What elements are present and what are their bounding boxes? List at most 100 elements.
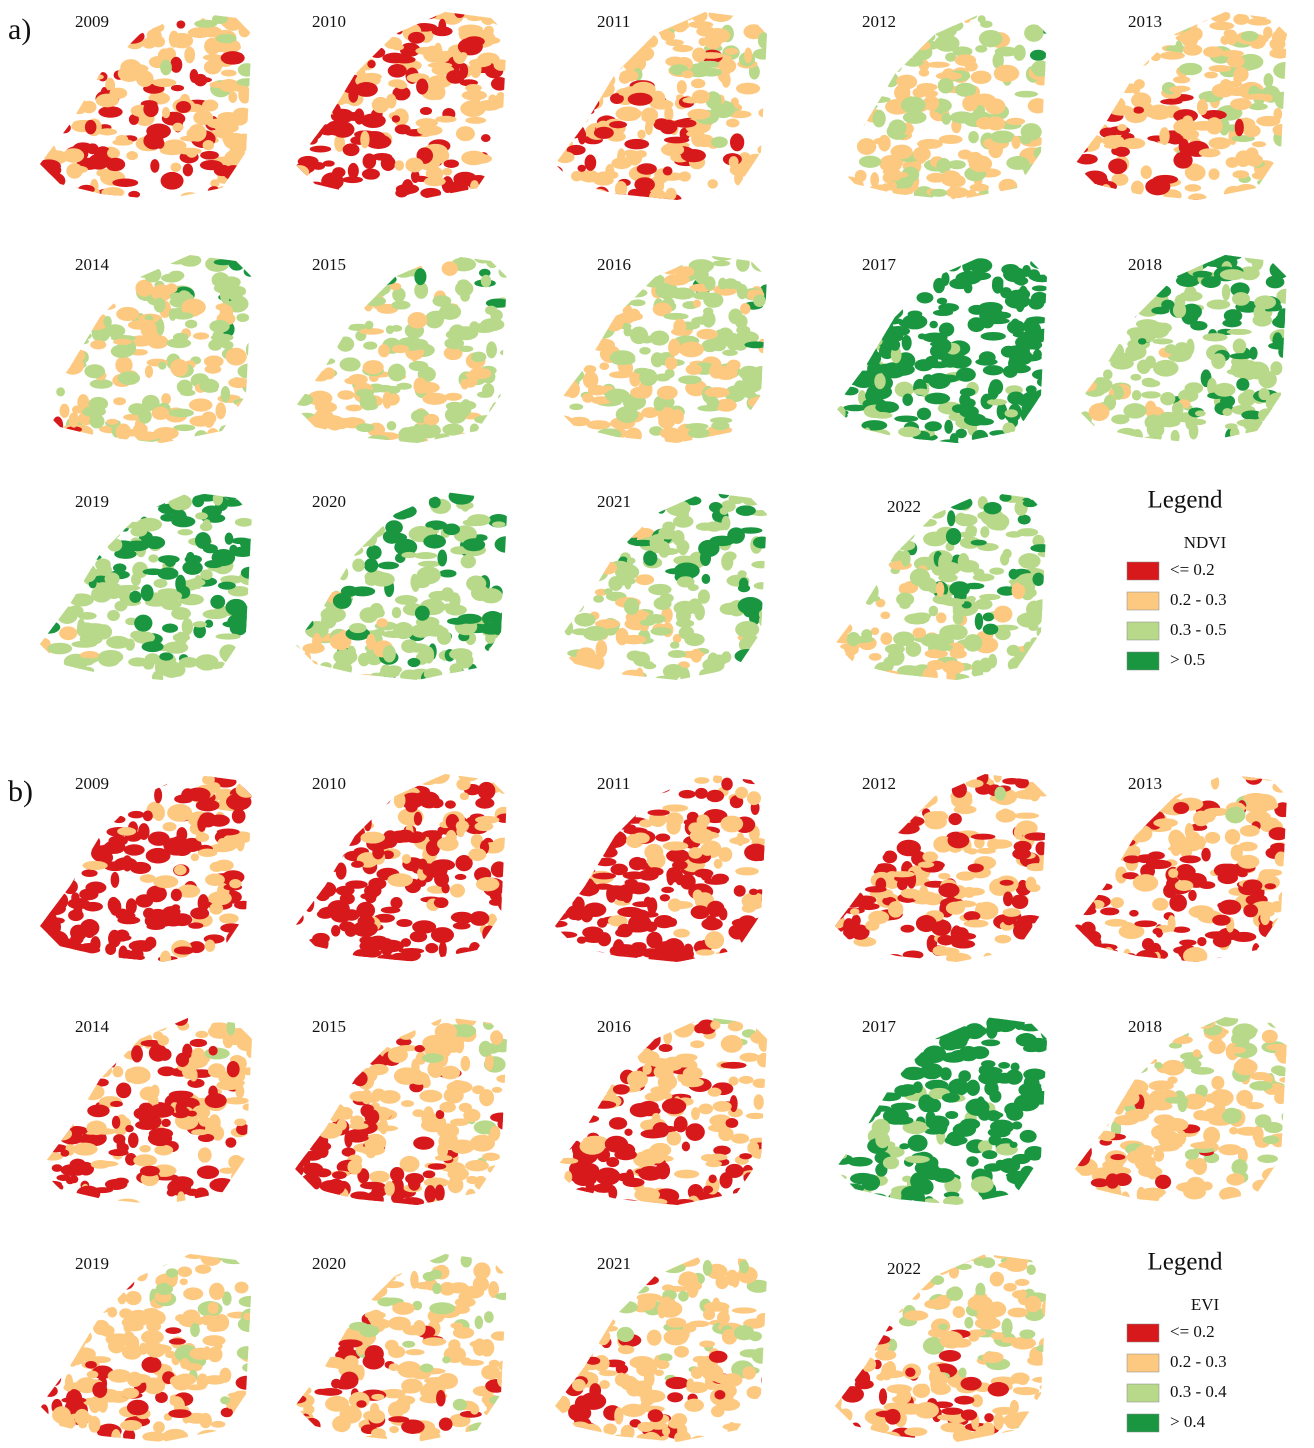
- map-patch: [840, 130, 849, 148]
- map-patch: [616, 837, 624, 843]
- map-patch: [1031, 60, 1050, 76]
- map-patch: [90, 1043, 100, 1056]
- map-patch: [1077, 807, 1098, 824]
- map-patch: [678, 375, 702, 384]
- map-patch: [1075, 88, 1092, 97]
- map-patch: [412, 1109, 424, 1117]
- map-patch: [1276, 407, 1292, 425]
- map-patch: [66, 1177, 74, 1184]
- map-patch: [843, 836, 857, 853]
- map-patch: [1035, 781, 1051, 797]
- map-patch: [42, 776, 65, 792]
- map-patch: [949, 581, 970, 596]
- map-patch: [600, 193, 619, 202]
- map-patch: [1235, 119, 1244, 137]
- map-patch: [109, 1013, 130, 1025]
- map-patch: [311, 565, 336, 575]
- map-patch: [830, 818, 854, 826]
- map-patch: [1086, 793, 1107, 806]
- map-patch: [383, 1013, 404, 1030]
- map-patch: [958, 149, 972, 159]
- map-patch: [316, 539, 333, 552]
- map-patch: [1011, 895, 1028, 909]
- map-patch: [478, 782, 496, 800]
- map-patch: [174, 865, 187, 876]
- map-patch: [77, 285, 97, 300]
- map-patch: [935, 644, 953, 651]
- map-patch: [228, 255, 245, 271]
- map-patch: [559, 181, 572, 189]
- map-patch: [880, 534, 903, 544]
- map-patch: [401, 552, 417, 558]
- map-patch: [548, 295, 564, 313]
- map-patch: [1002, 422, 1015, 434]
- map-patch: [465, 1189, 476, 1206]
- map-patch: [89, 397, 109, 411]
- map-patch: [437, 837, 459, 851]
- map-patch: [1084, 100, 1103, 114]
- map-patch: [735, 189, 761, 206]
- map-patch: [557, 790, 576, 801]
- map-patch: [962, 96, 978, 112]
- map-patch: [51, 673, 67, 686]
- map-patch: [711, 421, 729, 430]
- map-patch: [1015, 91, 1039, 98]
- map-patch: [363, 341, 377, 349]
- map-patch: [53, 832, 74, 845]
- legend-swatch: [1127, 622, 1159, 640]
- map-patch: [1070, 377, 1082, 384]
- map-patch: [172, 123, 183, 132]
- map-patch: [191, 1129, 208, 1135]
- map-patch: [332, 1053, 343, 1070]
- map-raster: [543, 766, 776, 967]
- legend-swatch: [1127, 562, 1159, 580]
- map-patch: [69, 412, 79, 427]
- map-patch: [302, 796, 320, 813]
- map-patch: [1070, 109, 1096, 117]
- map-patch: [987, 838, 1001, 849]
- map-patch: [107, 771, 127, 782]
- map-patch: [1227, 369, 1247, 375]
- map-patch: [490, 1126, 500, 1141]
- map-patch: [329, 1046, 353, 1054]
- map-patch: [881, 287, 896, 293]
- map-patch: [721, 778, 732, 791]
- map-patch: [128, 191, 140, 198]
- map-patch: [644, 661, 654, 669]
- map-patch: [586, 59, 601, 74]
- map-patch: [355, 799, 378, 809]
- map-patch: [423, 1170, 436, 1178]
- map-patch: [874, 67, 885, 83]
- map-patch: [607, 55, 625, 71]
- map-patch: [350, 539, 371, 547]
- map-patch: [582, 794, 597, 812]
- map-patch: [702, 574, 711, 584]
- map-patch: [145, 536, 166, 549]
- map-patch: [129, 591, 141, 603]
- map-patch: [616, 406, 639, 423]
- map-patch: [913, 389, 929, 395]
- map-patch: [186, 787, 210, 801]
- map-patch: [1000, 880, 1014, 886]
- map-patch: [1037, 916, 1056, 932]
- map-patch: [660, 894, 670, 901]
- map-patch: [30, 423, 50, 435]
- map-patch: [210, 595, 225, 609]
- map-patch: [316, 81, 334, 90]
- map-patch: [605, 389, 630, 403]
- year-label: 2020: [312, 492, 346, 511]
- map-patch: [1211, 353, 1226, 369]
- map-patch: [364, 1134, 386, 1152]
- map-patch: [442, 423, 463, 435]
- map-patch: [105, 943, 116, 955]
- map-patch: [751, 561, 771, 568]
- map-patch: [379, 506, 404, 516]
- map-patch: [205, 873, 225, 886]
- map-patch: [338, 1054, 348, 1067]
- map-patch: [190, 1039, 207, 1047]
- map-patch: [312, 933, 330, 944]
- map-patch: [751, 255, 773, 272]
- map-patch: [581, 657, 601, 673]
- map-patch: [1260, 909, 1270, 925]
- map-patch: [585, 155, 597, 171]
